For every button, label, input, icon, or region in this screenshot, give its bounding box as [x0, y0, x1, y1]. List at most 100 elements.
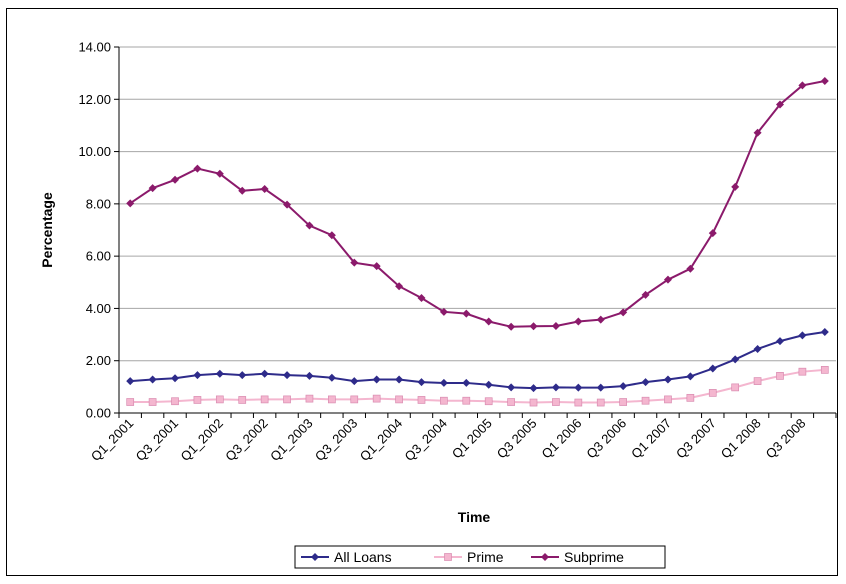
x-tick-label: Q1_2004 [357, 416, 405, 464]
x-tick-label: Q3 2005 [494, 416, 540, 462]
data-point [462, 396, 471, 405]
y-tick-label: 8.00 [86, 196, 111, 211]
data-point [574, 317, 583, 326]
data-point [596, 398, 605, 407]
series-all-loans [126, 327, 829, 393]
data-point [260, 369, 269, 378]
data-point [305, 221, 314, 230]
data-point [417, 396, 426, 404]
data-point [305, 394, 314, 403]
data-point [686, 393, 695, 402]
data-point [619, 382, 628, 391]
x-tick-label: Q1 2007 [628, 416, 674, 462]
data-point [484, 380, 493, 389]
legend-item-all-loans: All Loans [301, 549, 392, 565]
data-point [753, 377, 762, 385]
data-point [372, 262, 381, 271]
data-point [439, 307, 448, 316]
x-tick-label: Q1 2005 [449, 416, 495, 462]
data-point [395, 375, 404, 384]
legend-marker [444, 553, 452, 561]
data-point [440, 396, 448, 405]
data-point [215, 369, 224, 378]
legend-marker [311, 553, 319, 561]
data-point [775, 337, 784, 346]
data-point [529, 322, 538, 331]
y-tick-label: 10.00 [78, 144, 111, 159]
legend-box [294, 545, 666, 569]
series-group [126, 76, 829, 407]
data-point [574, 383, 583, 392]
x-tick-label: Q1_2003 [267, 416, 315, 464]
legend-item-subprime: Subprime [531, 549, 624, 565]
data-point [731, 383, 740, 392]
data-point [395, 282, 404, 291]
data-point [283, 200, 292, 209]
data-point [260, 395, 269, 404]
y-tick-label: 0.00 [86, 406, 111, 421]
data-point [417, 293, 426, 302]
data-point [283, 371, 292, 380]
data-point [484, 317, 493, 326]
data-point [171, 397, 179, 406]
data-point [238, 186, 247, 195]
data-point [686, 264, 695, 273]
data-point [171, 374, 180, 383]
data-point [283, 395, 291, 404]
chart-frame [6, 8, 838, 576]
series-line-all-loans [130, 330, 825, 390]
data-point [552, 398, 560, 406]
y-tick-label: 12.00 [78, 92, 111, 107]
data-point [439, 378, 448, 387]
data-point [708, 389, 717, 397]
data-point [596, 315, 605, 324]
data-point [238, 371, 247, 380]
y-tick-label: 2.00 [86, 353, 111, 368]
data-point [193, 164, 202, 173]
y-tick-label: 6.00 [86, 249, 111, 264]
data-point [596, 383, 605, 392]
data-point [305, 371, 314, 380]
data-point [507, 398, 515, 406]
x-tick-label: Q1_2001 [88, 416, 136, 464]
legend-label: Prime [467, 549, 504, 565]
data-point [820, 327, 829, 336]
x-tick-label: Q1 2008 [718, 416, 764, 462]
data-point [215, 395, 224, 404]
x-axis-title: Time [458, 509, 491, 525]
data-point [350, 395, 359, 404]
data-point [529, 398, 538, 407]
series-subprime [126, 76, 829, 331]
legend-item-prime: Prime [434, 549, 504, 565]
data-point [193, 396, 202, 404]
data-point [148, 184, 157, 193]
x-tick-label: Q3_2003 [312, 416, 360, 464]
y-axis-title: Percentage [39, 192, 55, 268]
data-point [417, 378, 426, 387]
data-point [664, 395, 672, 404]
data-point [619, 398, 627, 406]
data-point [551, 321, 560, 330]
legend-label: Subprime [564, 549, 624, 565]
data-point [193, 371, 202, 380]
data-point [551, 383, 560, 392]
data-point [798, 81, 807, 90]
data-point [641, 396, 650, 405]
x-tick-label: Q3 2006 [583, 416, 629, 462]
data-point [641, 378, 650, 387]
data-point [686, 372, 695, 381]
data-point [775, 100, 784, 109]
data-point [529, 384, 538, 393]
data-point [708, 229, 717, 238]
data-point [462, 309, 471, 318]
gridlines [119, 46, 836, 362]
data-point [663, 375, 672, 384]
x-tick-label: Q3_2001 [133, 416, 181, 464]
data-point [484, 397, 493, 406]
data-point [328, 395, 336, 404]
series-line-subprime [129, 80, 825, 328]
data-point [507, 322, 516, 331]
data-point [148, 375, 157, 384]
x-tick-label: Q3 2007 [673, 416, 719, 462]
